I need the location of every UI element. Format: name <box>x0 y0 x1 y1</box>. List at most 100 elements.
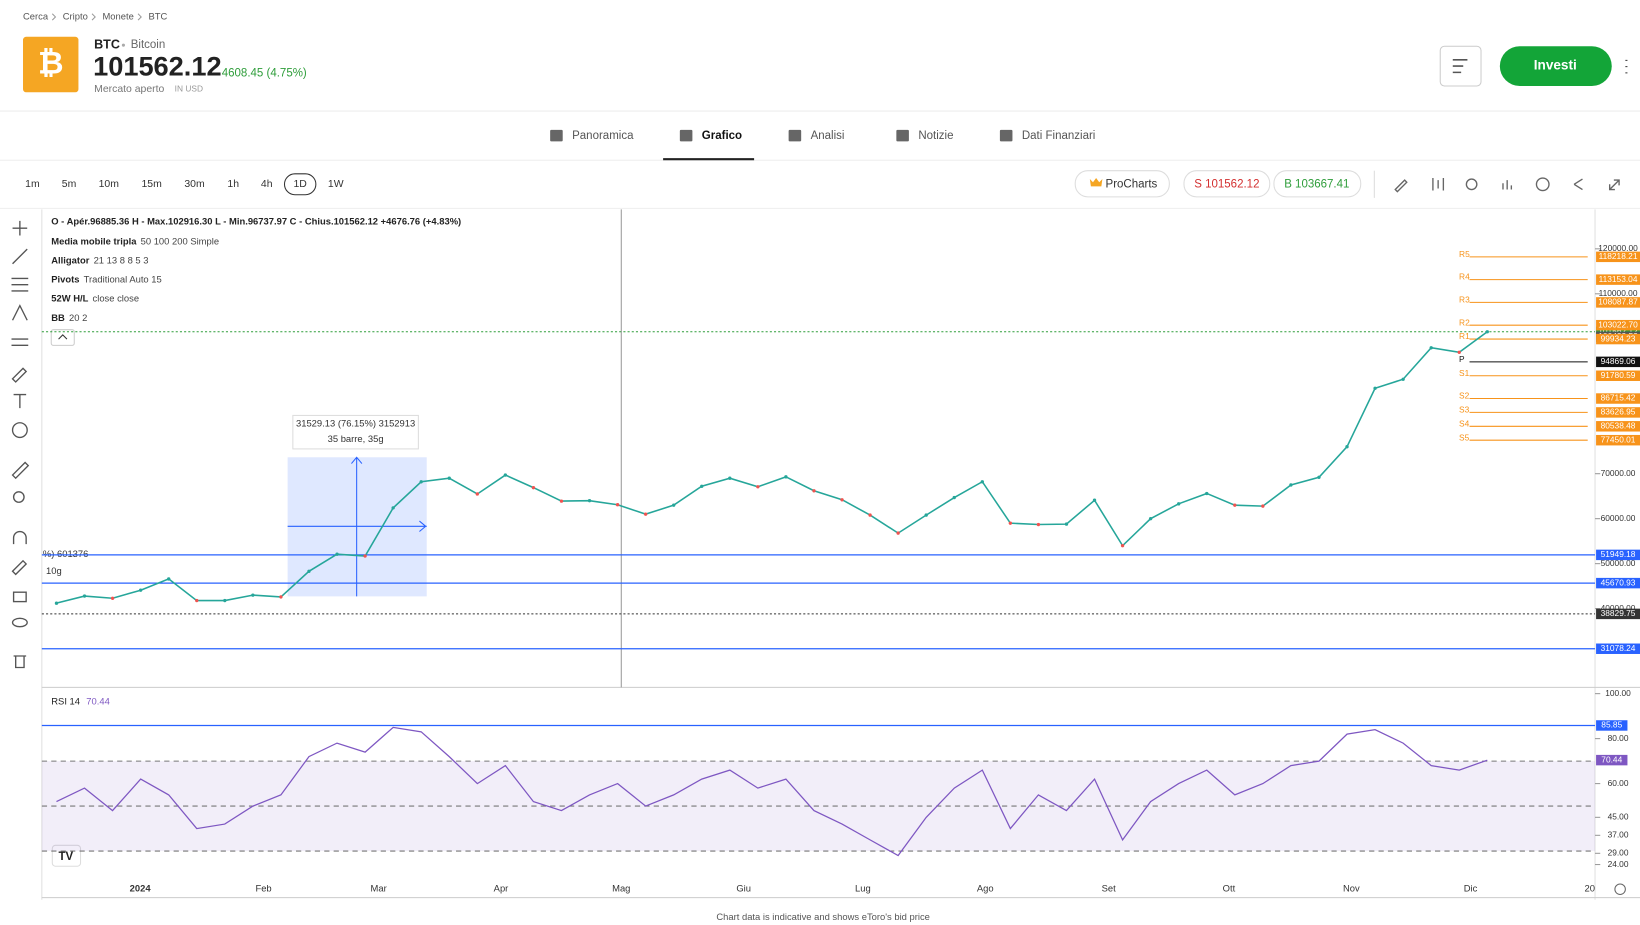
timeframe[interactable]: 1D <box>294 179 308 190</box>
price-point <box>1036 522 1041 527</box>
price-point <box>924 513 928 517</box>
breadcrumb-item[interactable]: Cripto <box>63 10 88 21</box>
timeframe[interactable]: 4h <box>261 179 273 190</box>
rsi-tick-label: 37.00 <box>1608 830 1629 840</box>
tab[interactable]: Grafico <box>702 130 742 142</box>
price-point <box>1457 350 1461 354</box>
pivot-tag <box>1596 407 1640 418</box>
emoji-tool[interactable] <box>11 422 28 439</box>
lock-draw-tool[interactable] <box>11 559 28 576</box>
price-point <box>1261 504 1265 508</box>
price-point <box>700 484 704 488</box>
tab-icon <box>999 129 1013 142</box>
price-point <box>1064 522 1069 526</box>
footer-note: Chart data is indicative and shows eToro… <box>716 911 930 922</box>
annotation: 10g <box>46 565 62 576</box>
pivot-label: 91780.59 <box>1601 370 1636 380</box>
tab[interactable]: Notizie <box>918 130 953 142</box>
breadcrumb-item[interactable]: Cerca <box>23 10 49 21</box>
timeframe[interactable]: 5m <box>62 179 77 190</box>
tab[interactable]: Panoramica <box>572 130 634 142</box>
price-point <box>1345 445 1349 449</box>
chart-type-tool[interactable] <box>1502 180 1513 190</box>
price-point <box>503 473 508 477</box>
left-toolbar <box>11 220 30 669</box>
indicators-tool[interactable] <box>1432 178 1445 191</box>
symbol: BTC <box>94 37 120 51</box>
price-point <box>1008 521 1013 525</box>
settings-tool[interactable] <box>1465 178 1478 191</box>
rsi-title: RSI 14 <box>51 695 80 706</box>
price-level-label: 38829.75 <box>1601 608 1636 618</box>
price-point <box>1233 503 1237 507</box>
study-params: 50 100 200 Simple <box>141 235 219 246</box>
tab[interactable]: Dati Finanziari <box>1022 130 1096 142</box>
line-tool[interactable] <box>12 248 28 265</box>
price-point <box>363 554 367 558</box>
axis-settings[interactable] <box>1614 883 1626 895</box>
magnet-tool[interactable] <box>12 530 27 545</box>
breadcrumb-item[interactable]: Monete <box>102 10 133 21</box>
annotation: %) 601376 <box>43 548 89 559</box>
timeframe[interactable]: 15m <box>142 179 162 190</box>
study-name: Pivots <box>51 274 79 285</box>
sell-button[interactable] <box>1183 170 1271 198</box>
timeframe[interactable]: 1m <box>25 179 39 190</box>
study-name: Alligator <box>51 254 89 265</box>
study-params: Traditional Auto 15 <box>84 274 162 285</box>
invest-button[interactable] <box>1499 46 1612 86</box>
price-point <box>1205 491 1209 496</box>
price-point <box>475 492 479 496</box>
timeframe[interactable]: 10m <box>99 179 119 190</box>
price-point <box>643 512 648 516</box>
btc-glyph: ₿ <box>38 45 64 80</box>
dot <box>121 43 125 47</box>
timeframe[interactable]: 1h <box>227 179 239 190</box>
btc-logo <box>23 36 79 93</box>
tv-logo-text: TV <box>59 851 74 863</box>
pen-tool[interactable] <box>1394 179 1408 193</box>
collapse-legend[interactable] <box>50 329 75 346</box>
ohlc-legend: O - Apér.96885.36 H - Max.102916.30 L - … <box>51 215 461 226</box>
zoom-tool[interactable] <box>12 491 25 503</box>
price-point <box>672 503 676 507</box>
y-tick-label: 70000.00 <box>1601 468 1636 478</box>
buy-label: B 103667.41 <box>1284 178 1349 190</box>
x-tick-label: Mag <box>612 883 630 894</box>
timeframe[interactable]: 30m <box>184 179 204 190</box>
tab[interactable]: Analisi <box>811 130 845 142</box>
brush-tool[interactable] <box>11 367 28 383</box>
add-tool[interactable] <box>1535 177 1550 192</box>
x-tick-label: Ago <box>977 883 994 894</box>
price-point <box>728 476 732 480</box>
pivot-tag <box>1596 393 1640 404</box>
lines-tool[interactable] <box>11 277 29 292</box>
price-point <box>279 595 283 599</box>
lock-tool[interactable] <box>12 591 27 603</box>
pattern-tool[interactable] <box>11 304 28 321</box>
price-point <box>223 598 227 603</box>
timeframe[interactable]: 1W <box>328 179 344 190</box>
fib-tool[interactable] <box>11 338 29 347</box>
y-tick-label: 60000.00 <box>1601 513 1636 523</box>
price-point <box>138 588 143 592</box>
buy-button[interactable] <box>1273 170 1362 198</box>
price-point <box>1485 330 1489 334</box>
price-point <box>54 601 59 605</box>
procharts-button[interactable] <box>1074 170 1170 198</box>
price-point <box>167 577 171 581</box>
rsi-value-label: 70.44 <box>1601 754 1622 764</box>
text-tool[interactable] <box>13 393 27 409</box>
ruler-tool[interactable] <box>11 461 30 480</box>
delete-tool[interactable] <box>13 655 27 669</box>
breadcrumb-item[interactable]: BTC <box>149 10 168 21</box>
x-tick-label: Set <box>1102 883 1117 894</box>
crosshair-tool[interactable] <box>12 220 28 236</box>
x-tick-label: Dic <box>1464 883 1478 894</box>
share-tool[interactable] <box>1573 178 1583 191</box>
visibility-tool[interactable] <box>11 617 28 628</box>
price-change: 4608.45 (4.75%) <box>222 67 307 79</box>
price-point <box>896 531 900 535</box>
expand-tool[interactable] <box>1608 179 1620 191</box>
